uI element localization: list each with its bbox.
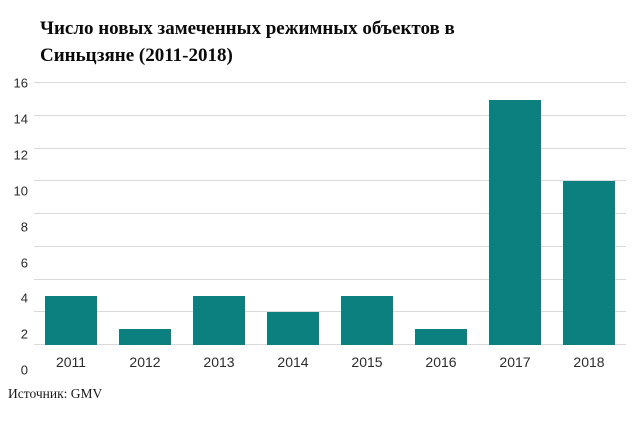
x-tick-label: 2015 bbox=[351, 354, 383, 371]
source-note: Источник: GMV bbox=[8, 386, 103, 402]
x-tick-label: 2012 bbox=[129, 354, 161, 371]
gridline bbox=[34, 278, 626, 280]
bar-slot bbox=[182, 83, 256, 346]
gridline bbox=[34, 213, 626, 215]
y-tick-label: 2 bbox=[20, 326, 28, 342]
bar-slot bbox=[478, 83, 552, 346]
x-tick-label: 2016 bbox=[425, 354, 457, 371]
bar-2018 bbox=[563, 181, 615, 346]
bar-slot bbox=[34, 83, 108, 346]
bar-2016 bbox=[415, 328, 467, 346]
bar-slot bbox=[108, 83, 182, 346]
y-tick-label: 10 bbox=[13, 183, 28, 199]
bar-2011 bbox=[45, 296, 97, 346]
x-tick-label: 2014 bbox=[277, 354, 309, 371]
bar-slot bbox=[330, 83, 404, 346]
bar-slot bbox=[552, 83, 626, 346]
chart-title: Число новых замеченных режимных объектов… bbox=[40, 18, 455, 66]
y-tick-label: 4 bbox=[20, 290, 28, 306]
bar-2015 bbox=[341, 296, 393, 346]
gridline bbox=[34, 82, 626, 84]
bar-2013 bbox=[193, 296, 245, 346]
y-axis: 0 2 4 6 8 10 12 14 16 bbox=[6, 77, 34, 377]
gridline bbox=[34, 311, 626, 313]
x-axis: 2011 2012 2013 2014 2015 2016 2017 2018 bbox=[34, 354, 626, 370]
y-tick-label: 0 bbox=[20, 362, 28, 378]
x-tick-label: 2017 bbox=[499, 354, 531, 371]
bar-slot bbox=[256, 83, 330, 346]
plot-area bbox=[34, 82, 626, 346]
y-tick-label: 14 bbox=[13, 111, 28, 127]
gridline bbox=[34, 344, 626, 346]
y-tick-label: 8 bbox=[20, 219, 28, 235]
bar-2017 bbox=[489, 99, 541, 346]
bar-2012 bbox=[119, 328, 171, 346]
plot-column: 2011 2012 2013 2014 2015 2016 2017 2018 bbox=[34, 82, 626, 370]
x-tick-label: 2018 bbox=[573, 354, 605, 371]
gridline bbox=[34, 180, 626, 182]
x-tick-label: 2011 bbox=[55, 354, 87, 371]
gridline bbox=[34, 114, 626, 116]
gridline bbox=[34, 147, 626, 149]
x-tick-label: 2013 bbox=[203, 354, 235, 371]
y-tick-label: 16 bbox=[13, 75, 28, 91]
gridline bbox=[34, 245, 626, 247]
bar-slot bbox=[404, 83, 478, 346]
bar-2014 bbox=[267, 312, 319, 346]
y-tick-label: 12 bbox=[13, 147, 28, 163]
y-tick-label: 6 bbox=[20, 255, 28, 271]
bars-layer bbox=[34, 83, 626, 346]
bar-chart: 0 2 4 6 8 10 12 14 16 2011 2012 2013 2014 2015 2016 20… bbox=[6, 77, 626, 377]
